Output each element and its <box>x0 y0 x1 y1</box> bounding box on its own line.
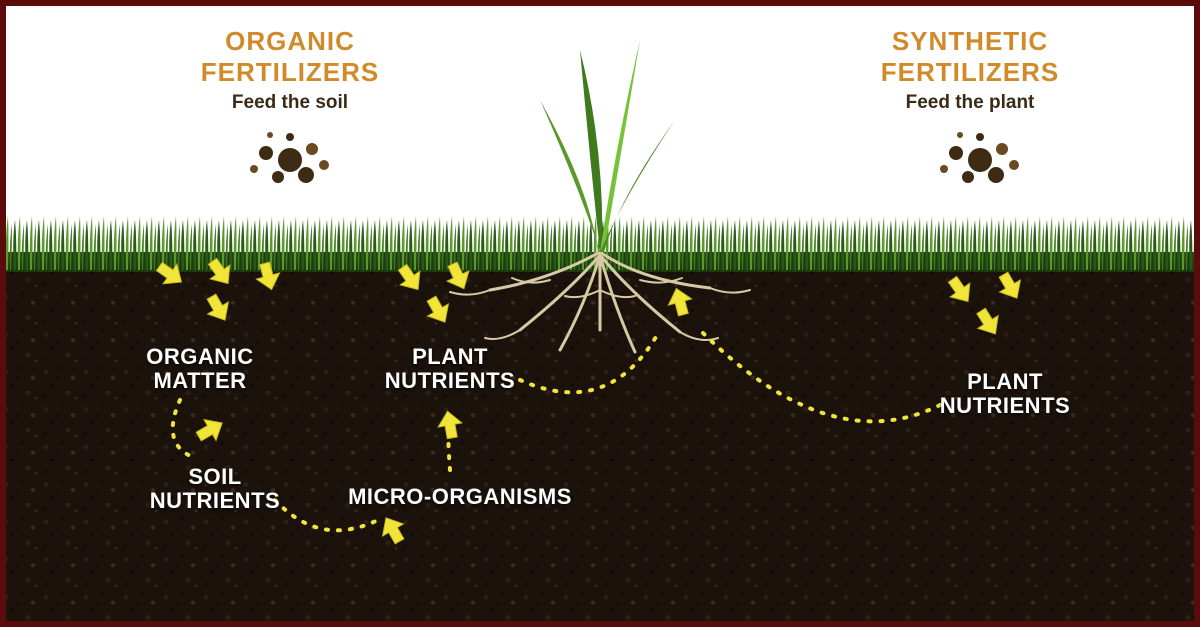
frame-border <box>0 0 1200 627</box>
infographic-canvas: ORGANIC FERTILIZERS Feed the soil SYNTHE… <box>0 0 1200 627</box>
